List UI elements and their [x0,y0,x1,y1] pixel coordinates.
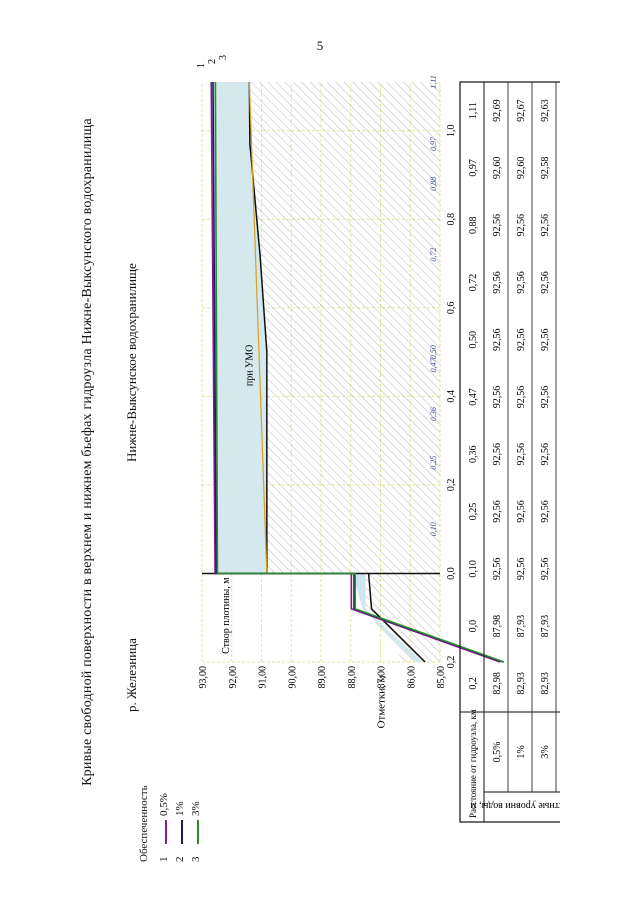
table-group-label: Проектные уровни воды, м [470,800,560,811]
table-cell: 92,56 [540,500,551,522]
point-distance-label: 0,36 [429,407,438,421]
umo-label: при УМО [245,345,256,386]
table-distance-label: Расстояние от гидроузла, км [468,709,478,818]
table-cell: 92,60 [516,157,527,180]
table-cell: 92,56 [492,443,503,466]
curve-mark: 2 [207,59,218,64]
point-distance-label: 0,97 [429,136,438,151]
y-tick-label: 91,00 [258,666,269,689]
ground-hatch [249,82,440,574]
x-tick-label: 0,0 [446,567,457,580]
table-cell: 0,72 [468,274,479,292]
y-tick-label: 87,00 [377,666,388,689]
ground-hatch [365,573,440,662]
table-cell: 92,56 [516,443,527,466]
table-cell: 92,56 [516,328,527,351]
x-tick-label: 0,2 [446,656,457,669]
table-cell: 92,56 [516,558,527,581]
bank-line [367,573,426,663]
y-tick-label: 86,00 [406,666,417,689]
x-tick-label: 1,0 [446,124,457,137]
table-cell: 0,25 [468,503,479,520]
y-tick-label: 88,00 [347,666,358,689]
table-cell: 82,98 [492,672,503,695]
table-cell: 92,56 [516,271,527,294]
table-row-label: 0,5% [492,742,503,763]
umo-line [248,81,268,574]
y-tick-label: 90,00 [287,666,298,689]
table-row-label: 1% [516,745,527,758]
table-cell: 92,56 [492,386,503,409]
table-cell: 92,56 [492,500,503,522]
point-distance-label: 0,10 [429,522,438,536]
table-cell: 82,93 [516,672,527,695]
table-cell: 92,56 [540,443,551,466]
point-distance-label: 1,11 [429,75,438,88]
water-fill [352,573,423,662]
x-tick-label: 0,6 [446,302,457,315]
table-cell: 0,47 [468,388,479,406]
series-line-3 [214,81,505,663]
table-cell: 92,56 [540,386,551,409]
point-distance-label: 0,88 [429,177,438,191]
point-distance-label: 0,50 [429,345,438,359]
y-tick-label: 85,00 [436,666,447,689]
rotated-figure: Кривые свободной поверхности в верхнем и… [80,42,560,862]
table-cell: 92,56 [540,271,551,294]
y-tick-label: 92,00 [228,666,239,689]
table-cell: 0,50 [468,331,479,349]
point-distance-label: 0,25 [429,456,438,470]
table-row-label: 3% [540,745,551,758]
x-tick-label: 0,2 [446,479,457,492]
dam-label: Створ плотины, м [221,577,232,654]
table-cell: 82,93 [540,672,551,695]
table-cell: 0,2 [468,677,479,690]
table-cell: 92,56 [540,214,551,237]
curve-mark: 1 [196,63,207,68]
page-number: 5 [316,38,324,53]
table-cell: 92,58 [540,157,551,180]
point-distance-label: 0,72 [429,248,438,262]
table-cell: 92,56 [540,328,551,351]
table-cell: 0,0 [468,620,479,633]
table-cell: 92,63 [540,99,551,122]
table-cell: 92,56 [516,214,527,237]
table-cell: 0,88 [468,216,479,234]
table-cell: 0,97 [468,159,479,177]
point-distance-label: 0,47 [429,357,438,372]
x-tick-label: 0,4 [446,390,457,403]
table-cell: 0,36 [468,446,479,464]
table-cell: 92,56 [492,558,503,581]
table-cell: 92,69 [492,99,503,122]
curve-mark: 3 [218,55,229,60]
table-cell: 87,93 [540,615,551,638]
table-cell: 92,56 [492,214,503,237]
table-cell: 87,93 [516,615,527,638]
y-axis-label: Отметки, м [376,675,388,728]
table-cell: 92,60 [492,157,503,180]
table-cell: 0,10 [468,560,479,578]
y-tick-label: 89,00 [317,666,328,689]
table-cell: 92,56 [492,271,503,294]
table-cell: 92,56 [540,558,551,581]
y-tick-label: 93,00 [198,666,209,689]
table-cell: 92,56 [492,328,503,351]
table-cell: 92,56 [516,500,527,522]
x-tick-label: 0,8 [446,213,457,226]
bed-profile [248,81,268,574]
table-cell: 1,11 [468,102,479,119]
chart: 85,00 86,00 87,00 88,00 89,00 90,00 91,00 92,00… [196,55,560,823]
table-border [459,81,560,823]
table-cell: 87,98 [492,615,503,638]
table-cell: 92,67 [516,99,527,122]
water-fill [211,82,267,574]
table-cell: 92,56 [516,386,527,409]
